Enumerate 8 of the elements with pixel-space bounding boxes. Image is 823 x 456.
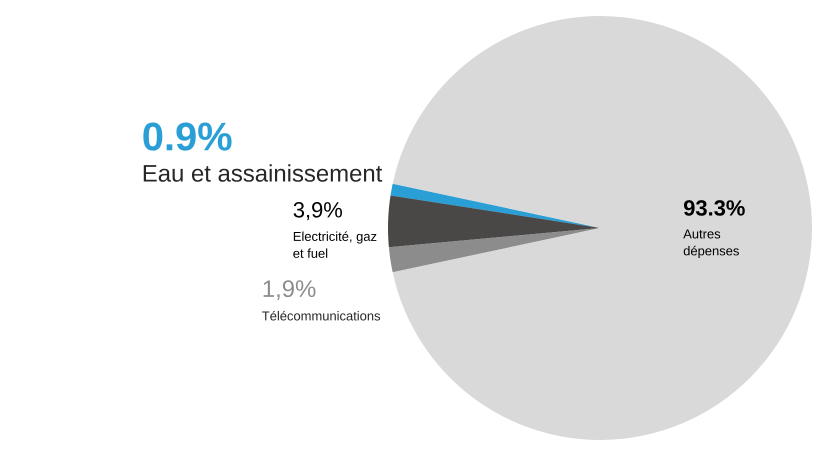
data-label: 3,9%: [294, 202, 342, 220]
data-label: 0.9%: [143, 122, 232, 151]
slice-label: Autres dépenses: [683, 229, 739, 258]
slice-label: Télécommunications: [262, 310, 380, 321]
slice-label: Eau et assainissement: [144, 164, 382, 182]
slice-label: Electricité, gaz et fuel: [293, 231, 376, 258]
data-label: 93.3%: [684, 200, 745, 216]
data-label: 1,9%: [264, 280, 316, 300]
